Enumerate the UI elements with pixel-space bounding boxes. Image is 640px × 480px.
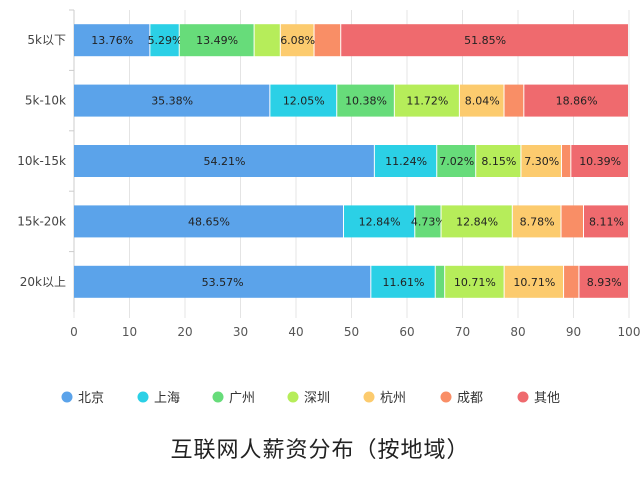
legend-marker-icon	[137, 391, 149, 403]
x-tick-label: 30	[233, 325, 248, 339]
bar-segment	[270, 84, 337, 117]
bar-segment	[561, 145, 571, 177]
legend-marker-icon	[440, 391, 452, 403]
y-tick-label: 15k-20k	[17, 214, 66, 228]
x-tick-label: 20	[177, 325, 192, 339]
data-label: 11.24%	[385, 155, 427, 168]
x-tick-label: 80	[510, 325, 525, 339]
data-label: 8.11%	[589, 215, 624, 228]
bar-segment	[504, 265, 564, 298]
legend-label: 深圳	[304, 391, 330, 406]
legend-label: 北京	[78, 391, 104, 406]
data-label: 11.72%	[406, 95, 448, 108]
data-label: 10.39%	[579, 155, 621, 168]
x-tick-label: 60	[399, 325, 414, 339]
bar-segment	[179, 24, 254, 57]
data-label: 11.61%	[383, 276, 425, 289]
bar-segment	[521, 145, 561, 177]
data-label: 12.05%	[283, 95, 325, 108]
data-label: 7.30%	[524, 155, 559, 168]
bar-segment	[564, 265, 579, 298]
bar-segment	[459, 84, 504, 117]
data-label: 35.38%	[151, 95, 193, 108]
data-label: 18.86%	[556, 95, 598, 108]
bar-segment	[435, 265, 445, 298]
data-label: 8.04%	[465, 95, 500, 108]
bar-segment	[394, 84, 459, 117]
legend-label: 上海	[154, 391, 180, 406]
data-label: 5.29%	[148, 34, 183, 47]
x-tick-label: 10	[122, 325, 137, 339]
bar-segment	[504, 84, 524, 117]
x-tick-label: 90	[566, 325, 581, 339]
bar-segment	[280, 24, 314, 57]
legend-label: 广州	[229, 391, 255, 406]
bar-segment	[371, 265, 435, 298]
data-label: 8.93%	[587, 276, 622, 289]
chart-title: 互联网人薪资分布（按地域）	[170, 438, 470, 463]
x-tick-label: 100	[618, 325, 640, 339]
bar-segment	[341, 24, 628, 57]
bar-segment	[571, 145, 628, 177]
bar-segment	[337, 84, 394, 117]
bar-segment	[583, 205, 628, 238]
data-label: 51.85%	[464, 34, 506, 47]
x-tick-label: 70	[455, 325, 470, 339]
data-label: 10.38%	[345, 95, 387, 108]
data-label: 10.71%	[513, 276, 555, 289]
bar-segment	[415, 205, 441, 238]
data-label: 7.02%	[439, 155, 474, 168]
data-label: 12.84%	[456, 215, 498, 228]
bar-segment	[344, 205, 415, 238]
x-tick-label: 40	[288, 325, 303, 339]
data-label: 12.84%	[359, 215, 401, 228]
bar-segment	[441, 205, 512, 238]
bar-segment	[74, 265, 371, 298]
data-label: 53.57%	[202, 276, 244, 289]
bar-segment	[445, 265, 504, 298]
bar-segment	[314, 24, 341, 57]
x-tick-label: 50	[344, 325, 359, 339]
legend-label: 成都	[457, 391, 483, 406]
legend-label: 其他	[534, 391, 560, 406]
bar-segment	[437, 145, 476, 177]
data-label: 13.49%	[196, 34, 238, 47]
data-label: 54.21%	[203, 155, 245, 168]
bar-segment	[561, 205, 583, 238]
x-tick-label: 0	[70, 325, 78, 339]
legend-marker-icon	[61, 391, 73, 403]
data-label: 10.71%	[454, 276, 496, 289]
y-tick-label: 5k以下	[27, 33, 66, 47]
bar-segment	[254, 24, 280, 57]
bar-segment	[524, 84, 628, 117]
legend-label: 杭州	[380, 391, 406, 406]
data-label: 13.76%	[91, 34, 133, 47]
legend-marker-icon	[363, 391, 375, 403]
bar-segment	[74, 205, 344, 238]
data-label: 8.78%	[520, 215, 555, 228]
bar-segment	[150, 24, 179, 57]
data-label: 6.08%	[280, 34, 315, 47]
data-label: 48.65%	[188, 215, 230, 228]
legend-marker-icon	[212, 391, 224, 403]
bar-segment	[579, 265, 628, 298]
data-label: 4.73%	[411, 215, 446, 228]
data-label: 8.15%	[481, 155, 516, 168]
y-tick-label: 10k-15k	[17, 154, 66, 168]
bar-segment	[476, 145, 521, 177]
bar-segment	[374, 145, 437, 177]
legend-marker-icon	[287, 391, 299, 403]
bar-segment	[74, 84, 270, 117]
legend-marker-icon	[517, 391, 529, 403]
bar-segment	[512, 205, 561, 238]
y-tick-label: 5k-10k	[25, 94, 66, 108]
y-tick-label: 20k以上	[20, 275, 66, 289]
bar-segment	[74, 24, 150, 57]
bar-segment	[74, 145, 374, 177]
